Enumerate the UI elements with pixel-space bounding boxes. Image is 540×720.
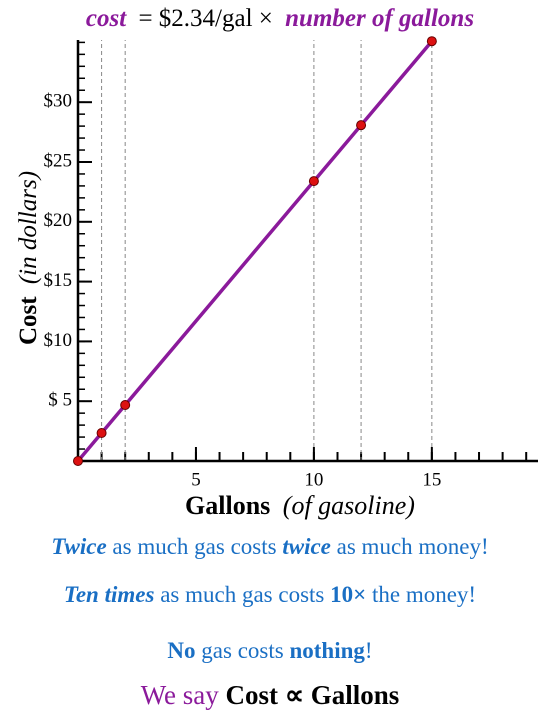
chart: cost = $2.34/gal × number of gallons Cos… <box>15 5 538 520</box>
note-text: Twice <box>51 534 107 559</box>
point <box>356 120 367 131</box>
point <box>308 176 319 187</box>
note-text: Cost ∝ Gallons <box>225 680 400 710</box>
y-label-part: Cost <box>15 296 42 345</box>
title-part: = $2.34/gal × <box>138 5 272 32</box>
y-tick-label: $20 <box>44 210 73 231</box>
note-line: No gas costs nothing! <box>0 638 540 664</box>
point <box>96 428 107 439</box>
y-label-part: (in dollars) <box>15 171 42 284</box>
series-line <box>76 40 434 463</box>
y-tick-label: $10 <box>44 330 73 351</box>
note-text: 10× <box>330 582 367 607</box>
title-part: cost <box>86 5 127 32</box>
point <box>120 400 131 411</box>
note-text: twice <box>282 534 331 559</box>
note-text: as much gas costs <box>154 582 331 607</box>
note-text: as much money! <box>330 534 489 559</box>
x-label-part: (of gasoline) <box>283 491 415 520</box>
y-tick-label: $ 5 <box>48 390 72 411</box>
note-text: No <box>167 638 196 663</box>
note-text: nothing <box>289 638 365 663</box>
title-part: number of gallons <box>285 5 474 32</box>
note-text: as much gas costs <box>106 534 283 559</box>
note-line: Ten times as much gas costs 10× the mone… <box>0 582 540 608</box>
x-tick-label: 15 <box>422 469 441 490</box>
chart-title: cost = $2.34/gal × number of gallons <box>86 5 474 32</box>
note-text: ! <box>364 638 373 663</box>
y-tick-label: $25 <box>44 150 73 171</box>
x-axis-label: Gallons (of gasoline) <box>185 491 415 520</box>
note-text: We say <box>140 680 226 710</box>
x-tick-label: 5 <box>191 469 201 490</box>
x-tick-label: 10 <box>304 469 323 490</box>
x-label-part: Gallons <box>185 491 270 520</box>
y-tick-label: $30 <box>44 91 73 112</box>
note-text: Ten times <box>63 582 155 607</box>
point <box>73 456 83 466</box>
point <box>426 36 437 47</box>
y-axis-label: Cost (in dollars) <box>15 171 42 345</box>
note-text: gas costs <box>195 638 290 663</box>
note-line: Twice as much gas costs twice as much mo… <box>0 534 540 560</box>
note-text: the money! <box>366 582 477 607</box>
y-tick-label: $15 <box>44 270 73 291</box>
note-line: We say Cost ∝ Gallons <box>0 680 540 711</box>
